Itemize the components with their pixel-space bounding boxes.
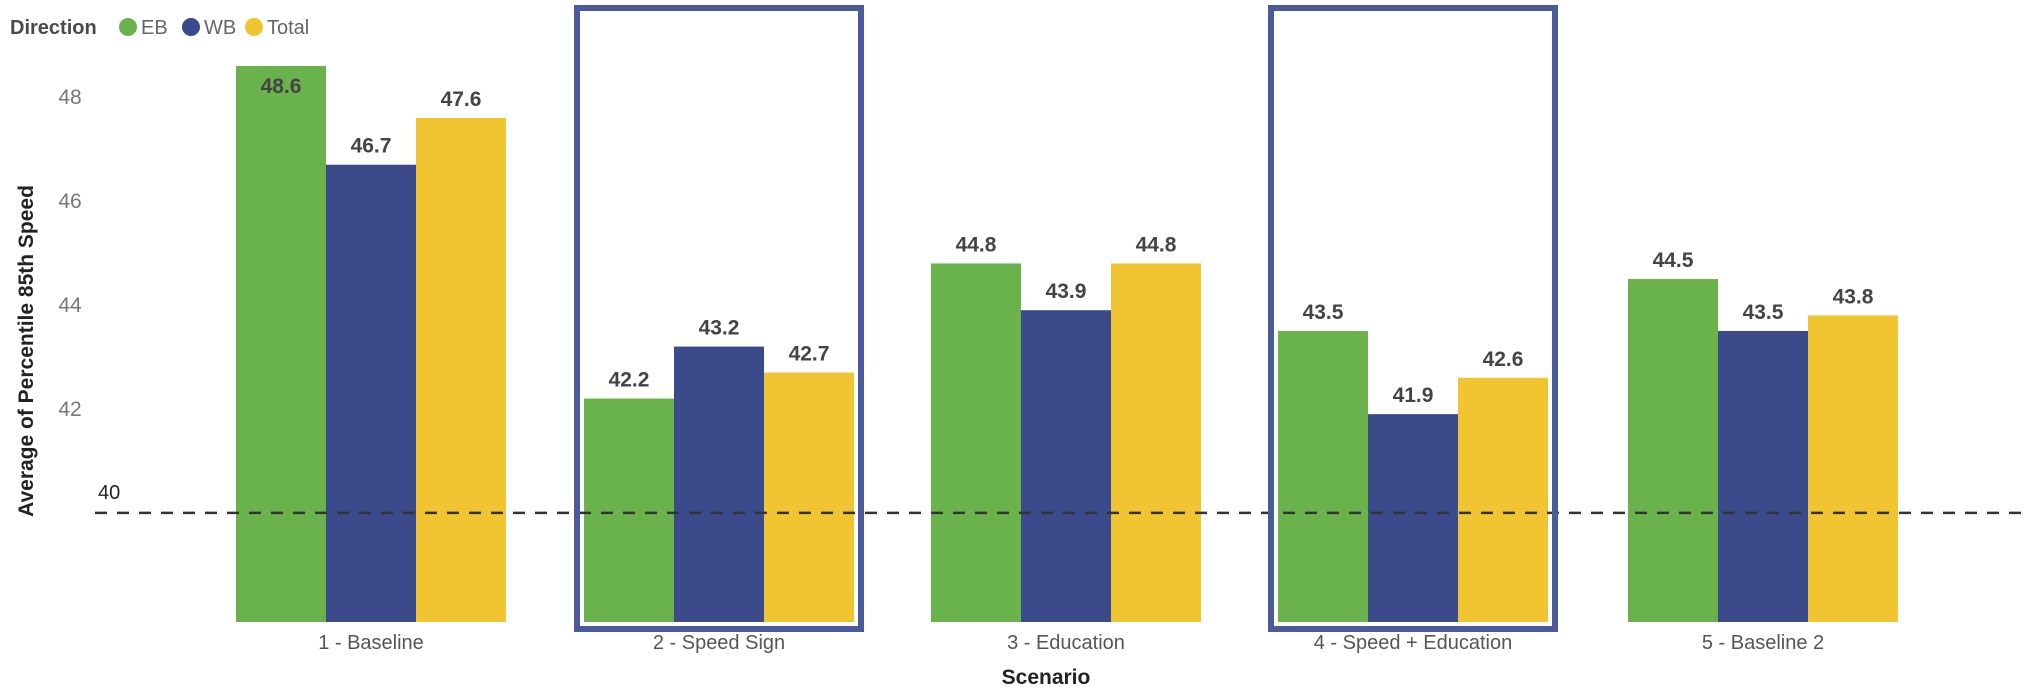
- bars: 48.6 46.7 47.6 42.2 43.2 42.7 44.8 43.9 44.8 43.5…: [236, 65, 1898, 623]
- data-label: 43.2: [699, 317, 740, 340]
- data-label: 43.5: [1303, 301, 1344, 324]
- y-tick-label: 46: [58, 190, 81, 213]
- x-tick-label: 3 - Education: [1007, 632, 1125, 654]
- legend-label-total: Total: [267, 17, 309, 39]
- legend-label-eb: EB: [141, 17, 168, 39]
- reference-line: 40: [95, 482, 2031, 515]
- y-axis: 42 44 46 48: [58, 86, 82, 421]
- data-label: 44.8: [1136, 233, 1177, 256]
- data-label: 46.7: [351, 135, 392, 158]
- data-label: 44.8: [956, 233, 997, 256]
- bar-eb: [236, 65, 326, 623]
- x-tick-label: 4 - Speed + Education: [1314, 632, 1512, 654]
- reference-line-label: 40: [98, 482, 120, 504]
- x-axis: 1 - Baseline 2 - Speed Sign 3 - Education 4…: [318, 632, 1824, 654]
- legend: Direction EB WB Total: [10, 17, 309, 39]
- bar-eb: [1628, 279, 1718, 622]
- data-label: 47.6: [441, 88, 482, 111]
- data-label: 42.2: [609, 369, 650, 392]
- bar-eb: [1278, 331, 1368, 622]
- x-tick-label: 5 - Baseline 2: [1702, 632, 1824, 654]
- bar-wb: [326, 164, 416, 622]
- bar-wb: [674, 346, 764, 622]
- bar-total: [1808, 315, 1898, 622]
- legend-marker-wb: [182, 18, 200, 36]
- highlight-boxes: [574, 5, 1558, 632]
- bar-wb: [1368, 414, 1458, 622]
- data-label: 43.5: [1743, 301, 1784, 324]
- bar-wb: [1021, 310, 1111, 622]
- x-tick-label: 1 - Baseline: [318, 632, 424, 654]
- data-label: 42.6: [1483, 348, 1524, 371]
- y-tick-label: 44: [58, 294, 82, 317]
- y-axis-title: Average of Percentile 85th Speed: [15, 185, 38, 517]
- bar-total: [1111, 263, 1201, 622]
- data-label: 43.9: [1046, 280, 1087, 303]
- data-label: 42.7: [789, 343, 830, 366]
- legend-title: Direction: [10, 17, 97, 39]
- bar-total: [1458, 377, 1548, 622]
- bar-total: [764, 372, 854, 622]
- data-label: 44.5: [1653, 249, 1694, 272]
- x-axis-title: Scenario: [1002, 666, 1091, 689]
- y-tick-label: 48: [58, 86, 81, 109]
- data-label: 48.6: [261, 75, 302, 98]
- y-tick-label: 42: [58, 398, 81, 421]
- bar-eb: [931, 263, 1021, 622]
- bar-eb: [584, 398, 674, 622]
- bar-total: [416, 117, 506, 623]
- legend-label-wb: WB: [204, 17, 236, 39]
- highlight-box: [1268, 5, 1558, 632]
- x-tick-label: 2 - Speed Sign: [653, 632, 785, 654]
- legend-marker-eb: [119, 18, 137, 36]
- legend-marker-total: [245, 18, 263, 36]
- data-label: 41.9: [1393, 384, 1434, 407]
- highlight-box: [574, 5, 864, 632]
- data-label: 43.8: [1833, 285, 1874, 308]
- bar-wb: [1718, 331, 1808, 622]
